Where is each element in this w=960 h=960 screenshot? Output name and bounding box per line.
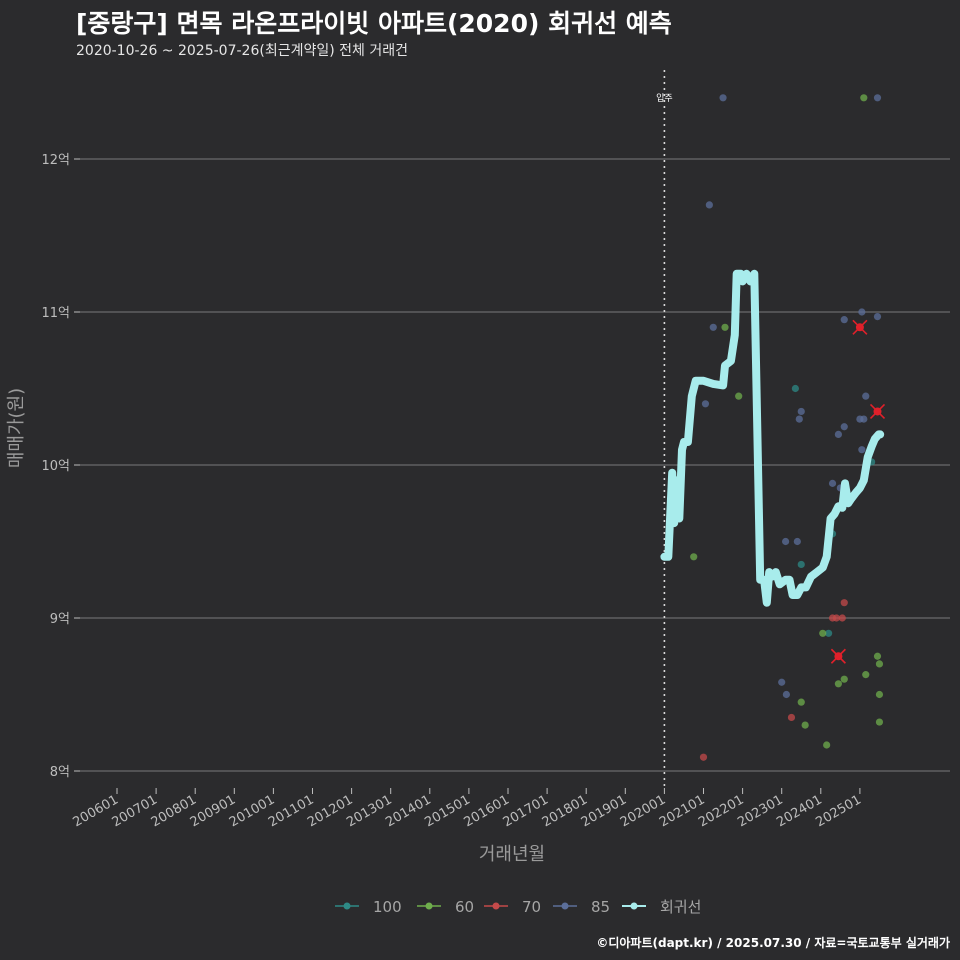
data-point-60 bbox=[873, 652, 882, 660]
legend-label: 70 bbox=[522, 898, 541, 916]
data-point-85 bbox=[778, 678, 786, 686]
y-tick-label: 9억 bbox=[50, 612, 70, 627]
data-point-85 bbox=[782, 690, 790, 699]
recent-trade-marker bbox=[852, 319, 868, 335]
x-axis-title: 거래년월 bbox=[479, 844, 545, 865]
legend-label: 100 bbox=[373, 898, 402, 916]
recent-trade-marker bbox=[869, 403, 886, 420]
legend-label: 회귀선 bbox=[660, 898, 701, 916]
y-tick-label: 10억 bbox=[41, 459, 70, 474]
data-point-85 bbox=[873, 312, 882, 321]
data-point-85 bbox=[797, 407, 805, 416]
legend-dot bbox=[561, 902, 569, 910]
legend-dot bbox=[630, 902, 638, 910]
data-point-60 bbox=[690, 553, 698, 561]
data-point-85 bbox=[873, 94, 882, 102]
data-point-60 bbox=[840, 675, 848, 683]
data-point-60 bbox=[823, 741, 831, 749]
data-point-70 bbox=[699, 753, 708, 761]
data-point-100 bbox=[825, 629, 833, 637]
data-point-60 bbox=[875, 690, 884, 699]
data-point-85 bbox=[840, 316, 848, 324]
data-point-60 bbox=[801, 721, 809, 729]
data-point-60 bbox=[735, 392, 743, 400]
data-point-85 bbox=[782, 537, 790, 546]
marker-cross bbox=[869, 403, 886, 420]
recent-trade-marker bbox=[830, 648, 846, 664]
chart-subtitle: 2020-10-26 ~ 2025-07-26(최근계약일) 전체 거래건 bbox=[76, 43, 408, 59]
data-point-85 bbox=[705, 201, 713, 209]
regression-line bbox=[660, 269, 885, 607]
data-point-60 bbox=[860, 94, 868, 102]
x-tick-label: 202501 bbox=[813, 792, 863, 830]
legend-label: 85 bbox=[591, 898, 610, 916]
y-tick-label: 11억 bbox=[41, 306, 70, 321]
y-axis-ticks: 8억 9억 10억 11억 12억 bbox=[41, 153, 80, 780]
legend-item: 회귀선 bbox=[622, 898, 701, 916]
data-point-85 bbox=[840, 423, 848, 431]
data-point-60 bbox=[721, 323, 729, 331]
legend: 100 60 70 85 회귀선 bbox=[335, 898, 701, 916]
legend-item: 70 bbox=[484, 898, 541, 916]
legend-dot bbox=[425, 902, 433, 910]
data-point-100 bbox=[791, 384, 799, 393]
chart-title: [중랑구] 면목 라온프라이빗 아파트(2020) 회귀선 예측 bbox=[76, 9, 672, 38]
data-point-70 bbox=[787, 713, 796, 722]
data-point-60 bbox=[834, 680, 842, 688]
legend-item: 60 bbox=[417, 898, 474, 916]
data-point-60 bbox=[875, 660, 884, 668]
legend-dot bbox=[343, 902, 351, 910]
data-point-85 bbox=[862, 392, 870, 400]
highlight-markers bbox=[830, 319, 886, 664]
marker-cross bbox=[852, 319, 868, 335]
data-point-100 bbox=[797, 560, 805, 569]
data-point-85 bbox=[834, 430, 842, 438]
data-point-85 bbox=[709, 323, 717, 331]
scatter-points bbox=[690, 94, 884, 761]
y-tick-label: 12억 bbox=[41, 153, 70, 168]
marker-cross bbox=[830, 648, 846, 664]
y-tick-label: 8억 bbox=[50, 765, 70, 780]
legend-dot bbox=[492, 902, 500, 910]
data-point-85 bbox=[793, 537, 801, 546]
data-point-85 bbox=[719, 94, 727, 102]
x-axis-ticks: 2006012007012008012009012010012011012012… bbox=[71, 788, 864, 830]
data-point-70 bbox=[838, 614, 846, 622]
gridlines bbox=[80, 158, 950, 772]
move-in-annotation: 입주 bbox=[656, 70, 673, 788]
data-point-85 bbox=[701, 400, 710, 408]
move-in-label: 입주 bbox=[656, 92, 673, 104]
data-point-70 bbox=[840, 599, 848, 607]
data-point-70 bbox=[832, 614, 841, 622]
data-point-60 bbox=[862, 671, 870, 679]
y-axis-title: 매매가(원) bbox=[6, 388, 27, 468]
legend-label: 60 bbox=[455, 898, 474, 916]
data-point-60 bbox=[875, 718, 884, 726]
data-point-60 bbox=[797, 698, 805, 706]
legend-item: 85 bbox=[553, 898, 610, 916]
data-point-85 bbox=[858, 446, 866, 454]
legend-item: 100 bbox=[335, 898, 402, 916]
credit-text: ©디아파트(dapt.kr) / 2025.07.30 / 자료=국토교통부 실… bbox=[596, 936, 950, 950]
data-point-85 bbox=[860, 415, 868, 423]
data-point-85 bbox=[858, 308, 866, 316]
data-point-60 bbox=[819, 629, 827, 637]
regression-series-line bbox=[660, 269, 885, 607]
data-point-85 bbox=[828, 479, 837, 487]
data-point-85 bbox=[795, 415, 803, 423]
